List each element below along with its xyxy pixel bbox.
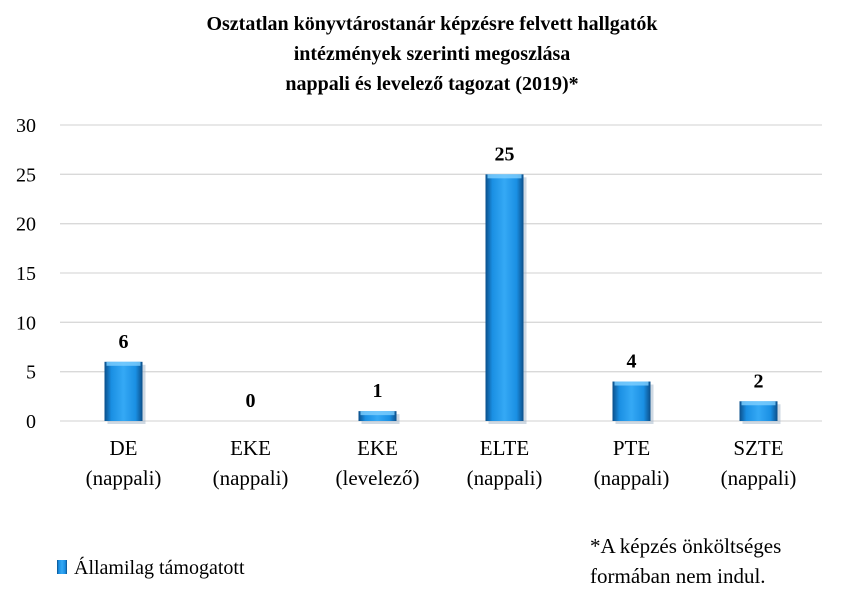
chart-title-line-1: Osztatlan könyvtárostanár képzésre felve… <box>206 13 658 35</box>
bar-bevel <box>741 401 776 406</box>
x-category-label: PTE <box>613 436 650 460</box>
footnote-line-1: *A képzés önköltséges <box>590 534 781 558</box>
y-tick-label: 10 <box>16 312 36 334</box>
x-category-label: (nappali) <box>594 466 670 490</box>
gridlines <box>60 124 822 422</box>
bar-bevel <box>487 174 522 179</box>
bars <box>104 174 781 424</box>
bar-bevel <box>106 361 141 366</box>
data-label: 0 <box>246 390 256 412</box>
legend: Államilag támogatott <box>57 556 245 579</box>
bar <box>358 411 400 424</box>
y-tick-label: 25 <box>16 164 36 186</box>
y-tick-label: 5 <box>26 362 36 384</box>
data-label: 25 <box>495 143 515 165</box>
chart-title-line-2: intézmények szerinti megoszlása <box>294 43 571 65</box>
data-label: 4 <box>627 351 637 373</box>
y-tick-label: 30 <box>16 115 36 137</box>
x-category-label: EKE <box>357 436 398 460</box>
bar-body <box>358 411 397 421</box>
data-label: 1 <box>373 380 383 402</box>
bar <box>739 401 781 424</box>
x-category-label: (nappali) <box>467 466 543 490</box>
x-category-label: (nappali) <box>86 466 162 490</box>
x-category-label: ELTE <box>480 436 529 460</box>
legend-label: Államilag támogatott <box>74 556 245 579</box>
x-category-label: (levelező) <box>336 466 420 490</box>
y-axis-ticks: 0 5 10 15 20 25 30 <box>16 115 36 433</box>
y-tick-label: 0 <box>26 411 36 433</box>
bar-body <box>485 174 524 421</box>
bar-bevel <box>614 381 649 386</box>
x-category-label: DE <box>110 436 138 460</box>
bar-bevel <box>360 411 395 416</box>
bar <box>104 361 146 424</box>
data-labels: 6 0 1 25 4 2 <box>119 143 764 412</box>
data-label: 6 <box>119 331 129 353</box>
bar <box>612 381 654 424</box>
bar-body <box>612 381 651 421</box>
x-category-label: (nappali) <box>721 466 797 490</box>
legend-swatch <box>57 560 67 574</box>
footnote: *A képzés önköltséges formában nem indul… <box>590 534 781 588</box>
x-category-label: SZTE <box>733 436 783 460</box>
data-label: 2 <box>754 370 764 392</box>
bar-body <box>739 401 778 421</box>
x-category-label: (nappali) <box>213 466 289 490</box>
bar <box>485 174 527 424</box>
y-tick-label: 15 <box>16 263 36 285</box>
chart-title-line-3: nappali és levelező tagozat (2019)* <box>285 73 578 95</box>
footnote-line-2: formában nem indul. <box>590 564 766 588</box>
y-tick-label: 20 <box>16 214 36 236</box>
bar-body <box>104 361 143 421</box>
x-category-label: EKE <box>230 436 271 460</box>
x-axis-categories: DE (nappali) EKE (nappali) EKE (levelező) ELTE… <box>86 436 797 490</box>
